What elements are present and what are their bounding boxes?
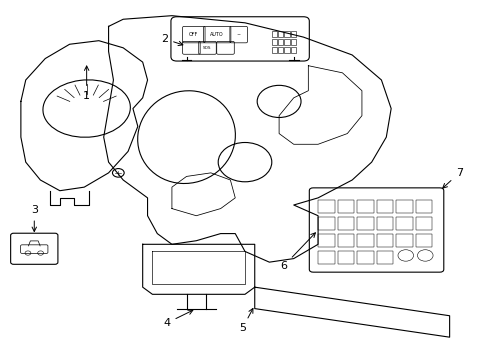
Text: OFF: OFF [189, 32, 198, 37]
Text: AUTO: AUTO [210, 32, 224, 37]
Bar [376, 217, 393, 230]
Bar [291, 31, 296, 37]
Bar [272, 47, 277, 53]
Bar [396, 234, 413, 247]
Bar [318, 251, 335, 264]
Bar [272, 39, 277, 45]
Bar [318, 234, 335, 247]
Text: 1: 1 [83, 66, 90, 101]
Bar [416, 200, 432, 213]
Bar [291, 39, 296, 45]
Text: ~: ~ [237, 32, 241, 37]
Text: 2: 2 [161, 34, 183, 46]
Text: 5: 5 [239, 309, 253, 333]
Bar [357, 217, 374, 230]
Bar [376, 251, 393, 264]
Bar [357, 234, 374, 247]
Bar [285, 39, 290, 45]
Bar [291, 47, 296, 53]
Bar [416, 234, 432, 247]
Bar [396, 200, 413, 213]
Bar [318, 217, 335, 230]
Text: SOS: SOS [203, 46, 212, 50]
Bar [278, 31, 284, 37]
Bar [278, 47, 284, 53]
Bar [357, 251, 374, 264]
Text: 7: 7 [443, 168, 463, 188]
Bar [338, 217, 354, 230]
Bar [396, 217, 413, 230]
Bar [272, 31, 277, 37]
Bar [338, 234, 354, 247]
Text: 3: 3 [31, 205, 38, 231]
Text: 4: 4 [164, 310, 193, 328]
Bar [338, 251, 354, 264]
Bar [338, 200, 354, 213]
Bar [357, 200, 374, 213]
Text: 6: 6 [280, 233, 316, 271]
Bar [278, 39, 284, 45]
Bar [416, 217, 432, 230]
Bar [376, 234, 393, 247]
Bar [318, 200, 335, 213]
Bar [285, 47, 290, 53]
Bar [285, 31, 290, 37]
Bar [376, 200, 393, 213]
